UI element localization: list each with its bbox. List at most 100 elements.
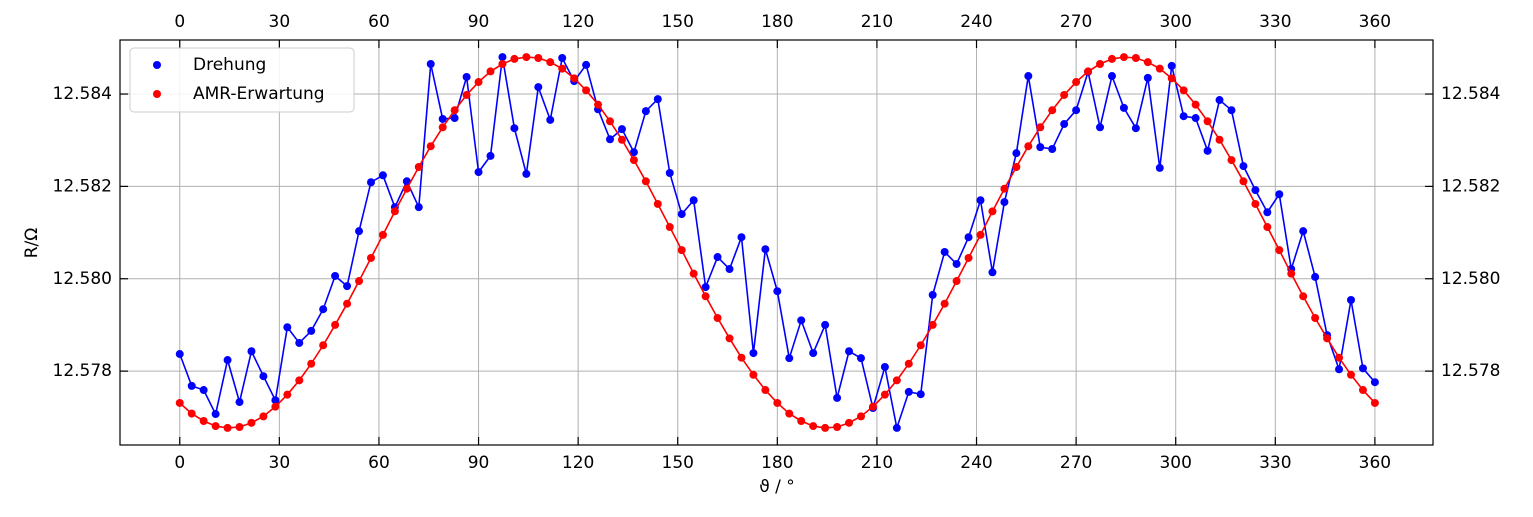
data-point	[629, 156, 638, 165]
data-point	[1275, 246, 1284, 255]
data-point	[1131, 124, 1140, 133]
data-point	[701, 292, 710, 301]
data-point	[582, 86, 591, 95]
data-point	[235, 398, 244, 407]
data-point	[1024, 142, 1033, 151]
data-point	[271, 396, 280, 405]
data-point	[498, 53, 507, 62]
y-tick-label: 12.580	[53, 269, 112, 289]
data-point	[1239, 162, 1248, 171]
x-tick-label: 60	[368, 453, 390, 473]
data-point	[880, 390, 889, 399]
data-point	[845, 347, 854, 356]
x-tick-label: 300	[1159, 12, 1191, 32]
data-point	[259, 372, 268, 381]
data-point	[1012, 162, 1021, 171]
data-point	[498, 60, 507, 69]
data-point	[522, 53, 531, 62]
data-point	[964, 233, 973, 242]
data-point	[510, 124, 519, 133]
data-point	[546, 58, 555, 67]
data-point	[223, 423, 232, 432]
data-point	[522, 169, 531, 178]
data-point	[1191, 114, 1200, 123]
data-point	[307, 359, 316, 368]
x-tick-label: 60	[368, 12, 390, 32]
data-point	[366, 178, 375, 187]
data-point	[928, 290, 937, 299]
data-point	[199, 386, 208, 395]
data-point	[1179, 112, 1188, 121]
data-point	[761, 386, 770, 395]
data-point	[785, 354, 794, 363]
data-point	[462, 72, 471, 81]
data-point	[366, 253, 375, 262]
data-point	[1335, 365, 1344, 374]
data-point	[582, 60, 591, 69]
data-point	[1215, 135, 1224, 144]
data-point	[940, 247, 949, 256]
data-point	[976, 196, 985, 205]
data-point	[187, 381, 196, 390]
data-point	[653, 199, 662, 208]
data-point	[964, 253, 973, 262]
legend-marker	[153, 90, 161, 98]
data-point	[988, 268, 997, 277]
data-point	[737, 353, 746, 362]
data-point	[402, 184, 411, 193]
x-tick-label: 120	[562, 12, 594, 32]
x-tick-label: 240	[960, 453, 992, 473]
data-point	[1048, 106, 1057, 115]
legend-label: AMR-Erwartung	[193, 84, 325, 104]
data-point	[211, 410, 220, 419]
x-tick-label: 210	[861, 453, 893, 473]
data-point	[749, 370, 758, 379]
data-point	[904, 387, 913, 396]
data-point	[1335, 353, 1344, 362]
data-point	[1155, 163, 1164, 172]
data-point	[438, 114, 447, 123]
x-tick-label: 180	[761, 453, 793, 473]
data-point	[1155, 64, 1164, 73]
data-point	[1287, 269, 1296, 278]
data-point	[175, 398, 184, 407]
data-point	[474, 78, 483, 87]
data-point	[426, 142, 435, 151]
x-tick-label: 150	[662, 12, 694, 32]
x-tick-label: 360	[1359, 12, 1391, 32]
x-tick-label: 0	[174, 12, 185, 32]
y-tick-label: 12.582	[53, 176, 112, 196]
data-point	[737, 233, 746, 242]
data-point	[1370, 378, 1379, 387]
data-point	[773, 287, 782, 296]
data-point	[295, 338, 304, 347]
data-point	[976, 230, 985, 239]
data-point	[1203, 146, 1212, 155]
data-point	[1358, 364, 1367, 373]
data-point	[1048, 144, 1057, 153]
data-point	[355, 227, 364, 236]
y-tick-label: 12.584	[53, 84, 112, 104]
data-point	[1275, 190, 1284, 199]
data-point	[1000, 198, 1009, 207]
x-tick-label: 180	[761, 12, 793, 32]
data-point	[916, 341, 925, 350]
data-point	[629, 148, 638, 157]
data-point	[187, 409, 196, 418]
x-tick-label: 30	[269, 12, 291, 32]
data-point	[1311, 314, 1320, 323]
data-point	[1167, 74, 1176, 83]
data-point	[259, 412, 268, 421]
data-point	[474, 168, 483, 177]
data-point	[1060, 120, 1069, 129]
x-axis-label: ϑ / °	[759, 477, 795, 497]
data-point	[940, 299, 949, 308]
x-tick-label: 270	[1060, 12, 1092, 32]
data-point	[1263, 223, 1272, 232]
data-point	[785, 409, 794, 418]
data-point	[1060, 90, 1069, 99]
data-point	[845, 418, 854, 427]
data-point	[833, 422, 842, 431]
data-point	[1370, 398, 1379, 407]
x-tick-label: 210	[861, 12, 893, 32]
